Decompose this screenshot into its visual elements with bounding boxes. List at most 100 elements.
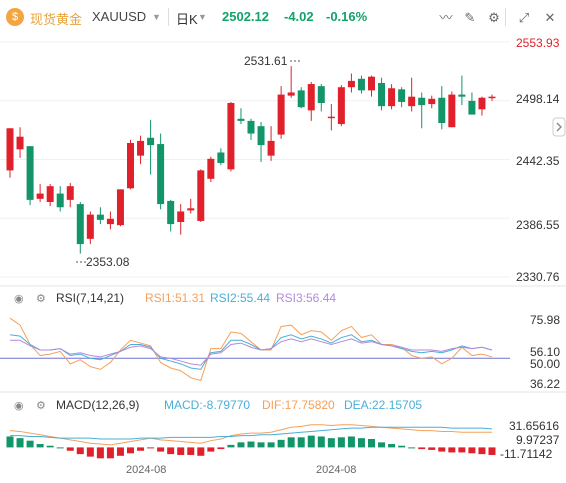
gold-coin-icon[interactable]: $	[6, 8, 24, 26]
candle	[398, 87, 406, 108]
candle	[167, 199, 175, 232]
candle-body	[26, 146, 34, 200]
rsi-legend: ◉ ⚙ RSI(7,14,21) RSI1:51.31 RSI2:55.44 R…	[14, 291, 336, 305]
macd-bar	[398, 445, 406, 448]
macd-bar	[458, 447, 466, 453]
macd-bar	[337, 437, 345, 448]
candle	[197, 169, 205, 222]
macd-bar	[327, 438, 335, 448]
candle	[147, 119, 155, 175]
candle-body	[267, 140, 275, 156]
low-label: 2353.08	[86, 255, 130, 269]
candle-body	[448, 94, 456, 128]
macd-bar	[428, 447, 436, 450]
candle-body	[6, 128, 14, 171]
close-icon[interactable]: ✕	[544, 10, 556, 25]
candle	[307, 81, 315, 121]
candle	[26, 146, 34, 206]
candle-body	[287, 92, 295, 96]
macd-bar	[347, 436, 355, 448]
macd-bar	[167, 447, 175, 455]
macd-bar	[227, 444, 235, 448]
macd-bar	[207, 447, 215, 452]
price-axis: 2553.93 2498.14 2442.35 2386.55 2330.76	[516, 36, 560, 284]
y-tick: 31.65616	[509, 419, 559, 433]
rsi-line-3	[10, 338, 493, 366]
candle	[478, 96, 486, 116]
candle-body	[217, 152, 225, 164]
rsi-line-1	[9, 317, 493, 382]
macd-bar	[197, 447, 205, 456]
candle-body	[468, 100, 476, 115]
scroll-icon[interactable]	[552, 117, 566, 137]
candle-body	[207, 158, 215, 179]
macd-bar	[438, 447, 446, 452]
macd-series[interactable]	[6, 424, 496, 459]
macd-bar	[267, 442, 275, 448]
candle-body	[458, 94, 466, 97]
macd-bar	[277, 439, 285, 448]
macd-bar	[488, 447, 496, 455]
candle-body	[197, 170, 205, 221]
rsi-lines[interactable]	[0, 317, 510, 382]
y-tick: 2330.76	[516, 270, 560, 284]
x-tick: 2024-08	[126, 464, 166, 476]
candle	[327, 104, 335, 131]
candle-body	[408, 96, 416, 107]
macd-bar	[137, 447, 145, 451]
candle	[46, 184, 54, 207]
candle-body	[237, 118, 245, 121]
period-selector[interactable]: 日K	[176, 12, 198, 27]
macd-bar	[448, 447, 456, 453]
candlestick-series[interactable]	[6, 66, 496, 254]
y-tick: -11.71142	[500, 447, 553, 461]
candle-body	[137, 140, 145, 156]
macd-bar	[76, 447, 84, 455]
candle-body	[96, 214, 104, 220]
macd-bar	[378, 442, 386, 448]
candle-body	[86, 214, 94, 239]
low-annotation: 2353.08	[76, 255, 130, 269]
rsi-title: RSI(7,14,21)	[56, 291, 124, 305]
macd-bar	[147, 447, 155, 449]
candle-body	[177, 211, 185, 222]
caret-down-icon[interactable]: ▼	[152, 12, 161, 22]
candle-body	[56, 193, 64, 208]
candle	[428, 95, 436, 109]
candle	[408, 77, 416, 112]
candle-body	[247, 120, 255, 134]
symbol-name[interactable]: 现货黄金	[30, 12, 83, 27]
macd-bar	[317, 436, 325, 448]
rsi3-legend: RSI3:56.44	[276, 291, 336, 305]
candle	[368, 75, 375, 97]
fullscreen-icon[interactable]: ⤢	[518, 10, 530, 25]
candle-body	[36, 193, 44, 199]
macd-bar	[478, 447, 486, 455]
macd-bar	[408, 447, 416, 449]
last-price: 2502.12	[222, 9, 269, 24]
macd-title: MACD(12,26,9)	[56, 398, 139, 412]
settings-icon[interactable]: ⚙	[488, 10, 500, 25]
candle	[217, 148, 225, 166]
candle	[207, 156, 215, 182]
indicator-icon[interactable]: 〰	[439, 10, 453, 25]
candle-body	[147, 137, 155, 146]
candle	[418, 92, 426, 129]
chevron-down-icon[interactable]: ▼	[198, 12, 207, 22]
symbol-code[interactable]: XAUUSD	[92, 9, 147, 24]
candle	[137, 135, 145, 165]
candle	[16, 127, 24, 158]
macd-bar	[46, 445, 54, 448]
draw-icon[interactable]: ✎	[464, 10, 476, 25]
rsi-axis: 75.98 56.10 50.00 36.22	[530, 313, 560, 391]
candle	[337, 85, 345, 127]
candle-body	[167, 200, 175, 225]
y-tick: 56.10	[530, 345, 560, 359]
macd-bar	[368, 439, 375, 448]
candle-body	[227, 103, 235, 170]
candle-body	[297, 90, 305, 108]
grid	[0, 41, 510, 278]
candle-body	[388, 88, 396, 107]
candle	[257, 121, 265, 162]
